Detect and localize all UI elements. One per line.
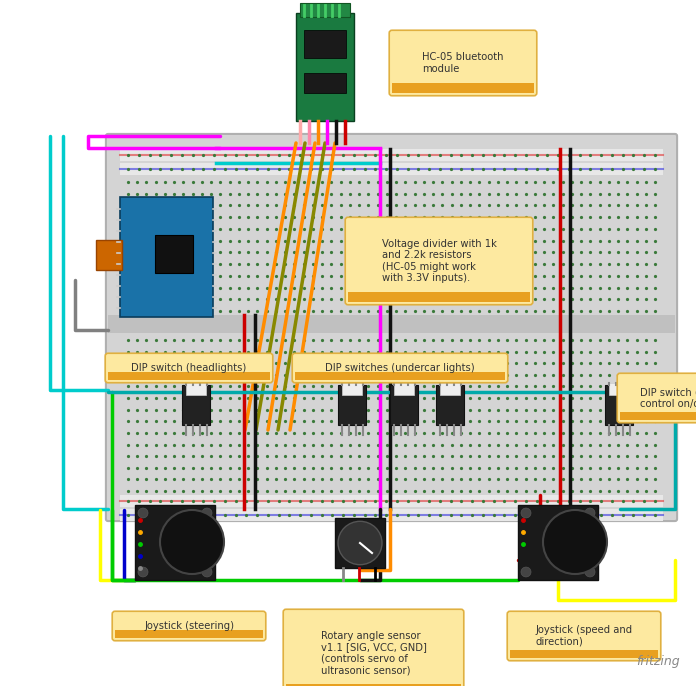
Text: HC-05 bluetooth
module: HC-05 bluetooth module <box>422 52 504 74</box>
Bar <box>304 73 346 93</box>
Bar <box>370 252 430 264</box>
Bar <box>518 505 598 580</box>
Bar <box>295 372 505 380</box>
Bar <box>186 383 206 395</box>
Text: DIP switches (undercar lights): DIP switches (undercar lights) <box>325 363 475 373</box>
FancyBboxPatch shape <box>106 134 677 521</box>
Text: Rotary angle sensor
v1.1 [SIG, VCC, GND]
(controls servo of
ultrasonic sensor): Rotary angle sensor v1.1 [SIG, VCC, GND]… <box>321 630 427 676</box>
Bar <box>115 630 263 638</box>
FancyBboxPatch shape <box>507 611 661 661</box>
Text: Voltage divider with 1k
and 2.2k resistors
(HC-05 might work
with 3.3V inputs).: Voltage divider with 1k and 2.2k resisto… <box>381 239 496 283</box>
FancyBboxPatch shape <box>283 609 464 686</box>
Bar <box>348 292 530 302</box>
Circle shape <box>338 521 382 565</box>
Bar <box>108 315 675 333</box>
Text: Joystick (speed and
direction): Joystick (speed and direction) <box>535 625 633 647</box>
Bar <box>436 385 464 425</box>
Bar <box>296 13 354 121</box>
Bar <box>120 197 213 317</box>
Bar <box>120 163 663 175</box>
Bar <box>335 518 385 568</box>
Ellipse shape <box>160 510 224 574</box>
Circle shape <box>521 508 531 518</box>
Bar <box>120 509 663 521</box>
FancyBboxPatch shape <box>292 353 508 383</box>
Bar <box>609 383 629 395</box>
Circle shape <box>585 508 595 518</box>
Bar <box>510 650 658 658</box>
Bar <box>96 240 122 270</box>
FancyBboxPatch shape <box>345 217 532 305</box>
Bar <box>620 412 696 420</box>
Ellipse shape <box>543 510 607 574</box>
Bar <box>120 149 663 161</box>
Text: DIP switch (motor
control on/off): DIP switch (motor control on/off) <box>640 387 696 409</box>
Bar <box>338 385 366 425</box>
Bar <box>605 385 633 425</box>
Bar <box>120 495 663 507</box>
Text: fritzing: fritzing <box>636 655 680 668</box>
Bar <box>286 684 461 686</box>
Text: Joystick (steering): Joystick (steering) <box>144 621 234 631</box>
Bar <box>440 383 460 395</box>
Bar <box>342 383 362 395</box>
FancyBboxPatch shape <box>617 373 696 423</box>
Bar <box>394 383 414 395</box>
Circle shape <box>138 508 148 518</box>
FancyBboxPatch shape <box>389 30 537 96</box>
FancyBboxPatch shape <box>105 353 273 383</box>
Circle shape <box>202 567 212 577</box>
Bar <box>135 505 215 580</box>
Bar <box>182 385 210 425</box>
Bar <box>390 385 418 425</box>
Bar <box>304 30 346 58</box>
FancyBboxPatch shape <box>112 611 266 641</box>
Circle shape <box>521 567 531 577</box>
Circle shape <box>585 567 595 577</box>
Bar <box>108 372 270 380</box>
Circle shape <box>202 508 212 518</box>
Bar <box>370 268 430 280</box>
Circle shape <box>138 567 148 577</box>
Bar <box>300 3 350 17</box>
Bar <box>392 83 534 93</box>
Bar <box>155 235 193 273</box>
Text: DIP switch (headlights): DIP switch (headlights) <box>132 363 246 373</box>
